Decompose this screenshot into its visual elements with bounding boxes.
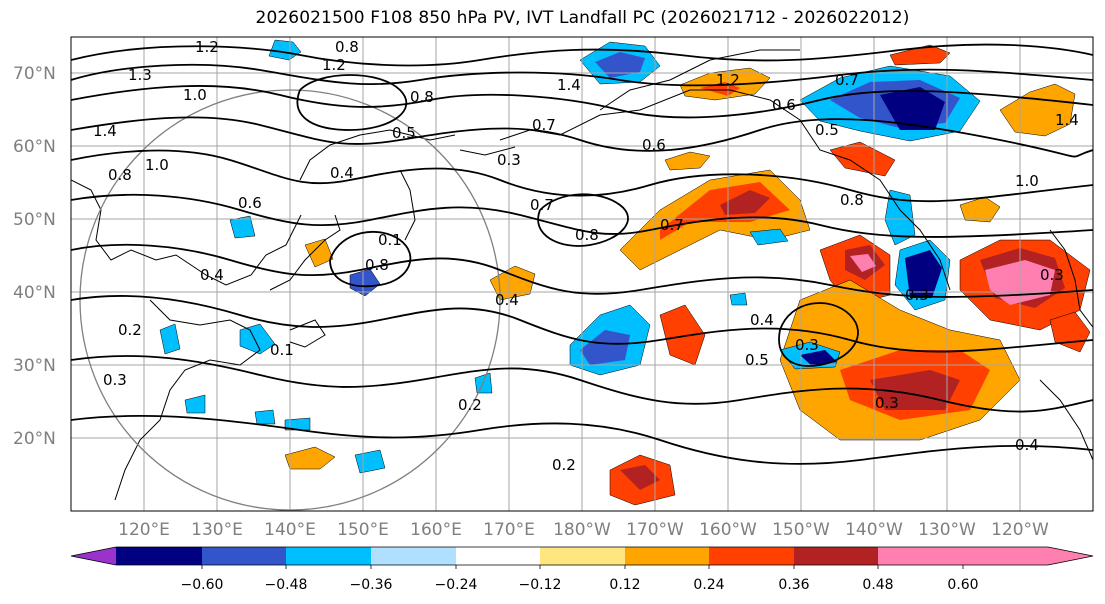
contour-label: 0.4: [750, 311, 774, 329]
contour-label: 0.2: [458, 396, 482, 414]
contour-label: 0.6: [238, 194, 262, 212]
lat-label: 20°N: [13, 429, 56, 449]
colorbar-outline: [70, 546, 1094, 566]
contour-label: 1.2: [322, 56, 346, 74]
lat-label: 50°N: [13, 210, 56, 230]
contour-label: 0.3: [905, 286, 929, 304]
contour-label: 0.7: [835, 71, 859, 89]
colorbar-segment: [625, 547, 709, 565]
colorbar-tick-label: −0.48: [265, 577, 308, 593]
colorbar-tick-label: 0.36: [778, 577, 809, 593]
lon-label: 120°W: [991, 520, 1049, 540]
lon-label: 130°W: [918, 520, 976, 540]
contour-label: 0.3: [1040, 266, 1064, 284]
contour-label: 1.0: [183, 86, 207, 104]
latitude-labels: 70°N 60°N 50°N 40°N 30°N 20°N: [13, 64, 56, 449]
contour-label: 0.5: [392, 124, 416, 142]
range-circle: [79, 89, 501, 511]
longitude-labels: 120°E 130°E 140°E 150°E 160°E 170°E 180°…: [118, 520, 1049, 540]
contour-label: 0.5: [745, 351, 769, 369]
colorbar-segment: [286, 547, 371, 565]
lon-label: 140°E: [264, 520, 316, 540]
colorbar-tick-label: 0.24: [693, 577, 724, 593]
lon-label: 150°W: [772, 520, 830, 540]
contour-label: 1.0: [1015, 172, 1039, 190]
lon-label: 180°W: [553, 520, 611, 540]
contour-label: 0.7: [532, 116, 556, 134]
contour-label: 0.8: [575, 226, 599, 244]
lon-label: 130°E: [191, 520, 243, 540]
contour-labels: 0.8 1.2 1.2 1.0 1.4 1.3 1.0 0.8 0.6 0.4 …: [93, 38, 1079, 474]
colorbar: −0.60 −0.48 −0.36 −0.24 −0.12 0.12 0.24 …: [70, 546, 1094, 593]
contour-label: 0.8: [335, 38, 359, 56]
map-field: 0.8 1.2 1.2 1.0 1.4 1.3 1.0 0.8 0.6 0.4 …: [71, 37, 1093, 511]
contour-label: 0.3: [103, 371, 127, 389]
contour-label: 1.4: [1055, 111, 1079, 129]
lat-label: 30°N: [13, 356, 56, 376]
map-title: 2026021500 F108 850 hPa PV, IVT Landfall…: [255, 8, 910, 28]
contour-label: 1.2: [716, 71, 740, 89]
contour-label: 0.6: [772, 96, 796, 114]
coastlines: [71, 49, 1093, 501]
contour-label: 1.2: [195, 38, 219, 56]
colorbar-tick-label: −0.60: [181, 577, 224, 593]
map-frame: [70, 36, 1094, 512]
contour-label: 1.0: [145, 156, 169, 174]
lat-label: 40°N: [13, 283, 56, 303]
contour-label: 1.4: [93, 122, 117, 140]
colorbar-extend-low: [71, 547, 116, 565]
contour-label: 0.3: [795, 336, 819, 354]
lon-label: 170°E: [483, 520, 535, 540]
contour-label: 0.1: [270, 341, 294, 359]
lon-label: 140°W: [845, 520, 903, 540]
contour-label: 0.4: [1015, 436, 1039, 454]
lon-label: 170°W: [626, 520, 684, 540]
contour-label: 0.2: [118, 321, 142, 339]
colorbar-tick-label: 0.60: [947, 577, 978, 593]
colorbar-extend-high: [963, 547, 1093, 565]
colorbar-tick-label: −0.36: [350, 577, 393, 593]
lon-label: 120°E: [118, 520, 170, 540]
colorbar-tick-label: 0.48: [862, 577, 893, 593]
colorbar-tick-label: 0.12: [609, 577, 640, 593]
colorbar-segment: [202, 547, 286, 565]
contour-label: 0.3: [875, 394, 899, 412]
contour-label: 0.7: [660, 216, 684, 234]
contour-label: 0.7: [530, 196, 554, 214]
contour-label: 0.8: [840, 191, 864, 209]
lat-label: 60°N: [13, 137, 56, 157]
contour-label: 0.8: [108, 166, 132, 184]
contour-label: 0.1: [378, 231, 402, 249]
colorbar-segment: [540, 547, 625, 565]
colorbar-segment: [709, 547, 794, 565]
graticule: [71, 37, 1093, 511]
lon-label: 150°E: [337, 520, 389, 540]
colorbar-segment: [794, 547, 878, 565]
colorbar-tick-label: −0.24: [435, 577, 478, 593]
lat-label: 70°N: [13, 64, 56, 84]
contour-label: 0.4: [330, 164, 354, 182]
lon-label: 160°E: [410, 520, 462, 540]
contour-label: 1.4: [557, 76, 581, 94]
colorbar-segment: [116, 547, 202, 565]
colorbar-tick-label: −0.12: [519, 577, 562, 593]
pv-contours: [71, 43, 1093, 465]
colorbar-segment: [371, 547, 456, 565]
lon-label: 160°W: [699, 520, 757, 540]
contour-label: 0.5: [815, 121, 839, 139]
colorbar-segment: [878, 547, 963, 565]
contour-label: 0.4: [200, 266, 224, 284]
contour-label: 1.3: [128, 66, 152, 84]
contour-label: 0.8: [365, 256, 389, 274]
contour-label: 0.4: [495, 291, 519, 309]
contour-label: 0.8: [410, 88, 434, 106]
contour-label: 0.3: [497, 151, 521, 169]
contour-label: 0.6: [642, 136, 666, 154]
colorbar-segment: [456, 547, 540, 565]
contour-label: 0.2: [552, 456, 576, 474]
